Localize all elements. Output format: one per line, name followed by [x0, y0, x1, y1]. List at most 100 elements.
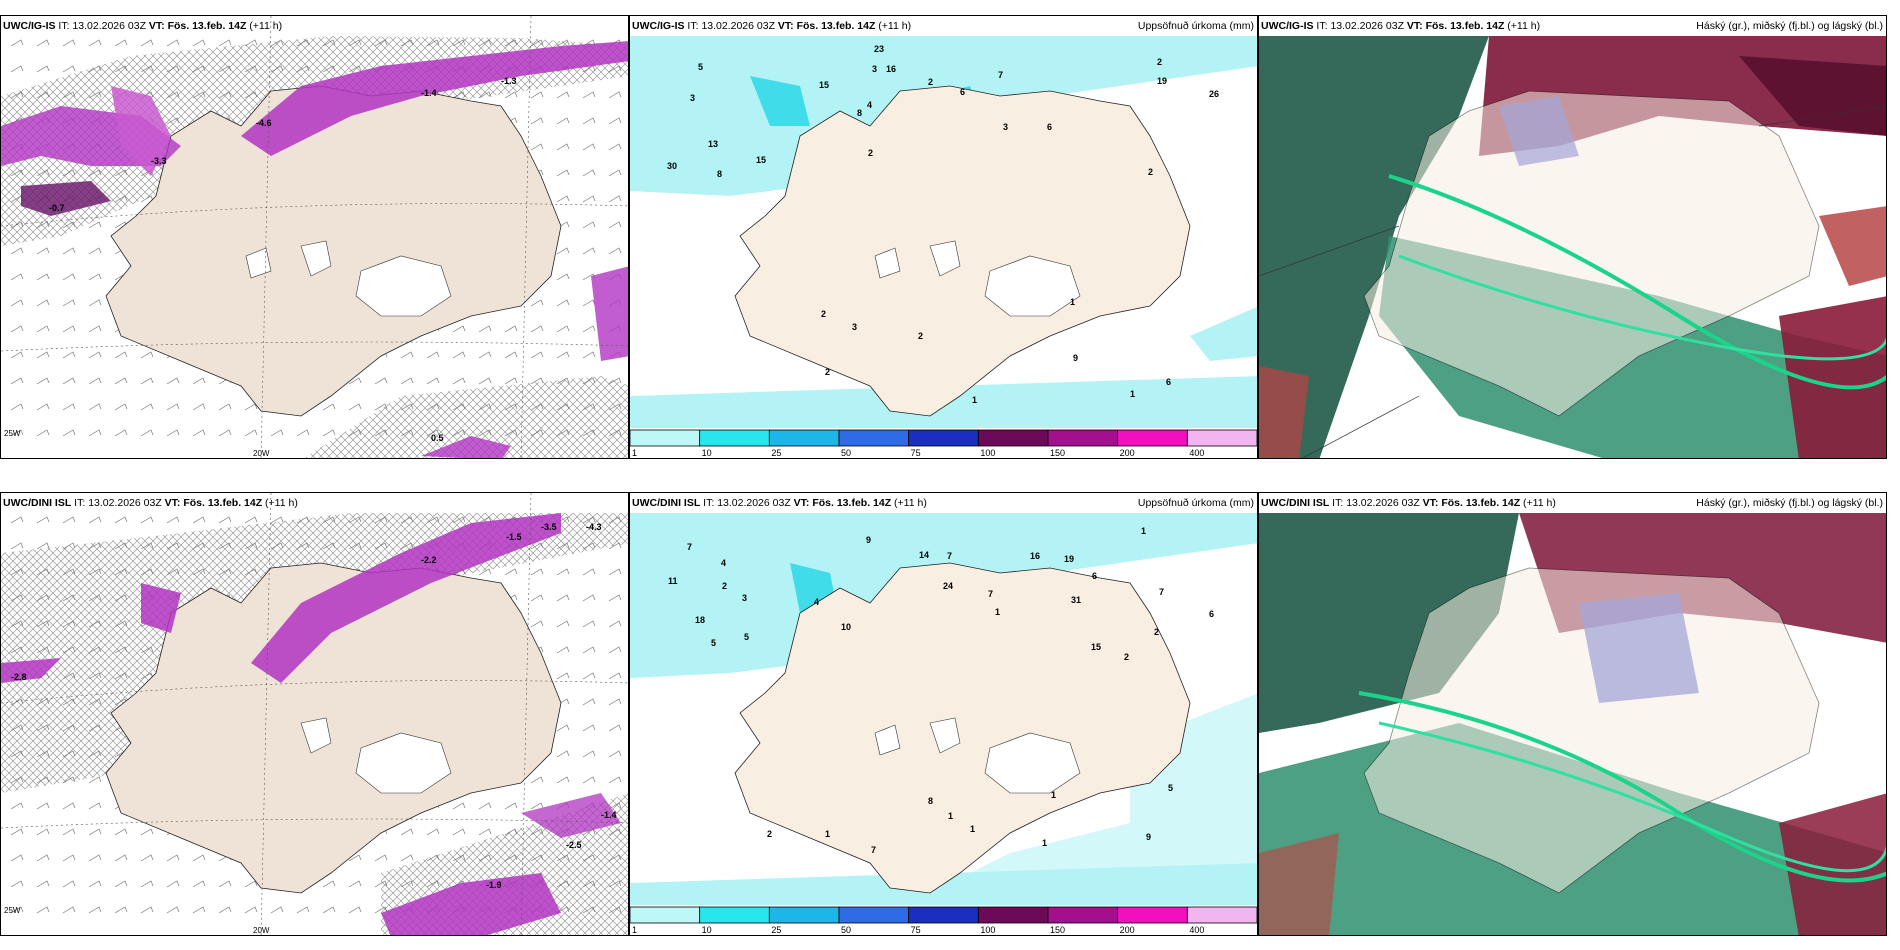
cloud-title: Háský (gr.), miðský (fj.bl.) og lágský (… — [1696, 20, 1883, 32]
colorbar-swatch — [1186, 906, 1257, 924]
colorbar-tick: 150 — [1050, 448, 1065, 458]
colorbar-tick: 200 — [1120, 448, 1135, 458]
precip-value-label: 1 — [948, 811, 953, 821]
colorbar-swatch — [1186, 429, 1257, 447]
cloud-panel-top: UWC/IG-IS IT: 13.02.2026 03Z VT: Fös. 13… — [1258, 15, 1887, 459]
iceland-land — [734, 562, 1191, 894]
colorbar-tick: 50 — [841, 448, 851, 458]
precip-value-label: 2 — [767, 829, 772, 839]
precip-value-label: 18 — [695, 615, 705, 625]
precip-value-label: 16 — [1030, 551, 1040, 561]
colorbar-tick: 1 — [632, 448, 637, 458]
precip-value-label: 3 — [742, 593, 747, 603]
panel-title: UWC/DINI ISL IT: 13.02.2026 03Z VT: Fös.… — [632, 497, 927, 509]
colorbar-swatch — [838, 429, 910, 447]
svg-text:-2.2: -2.2 — [421, 555, 437, 565]
colorbar-tick: 400 — [1189, 448, 1204, 458]
precip-value-label: 6 — [960, 87, 965, 97]
panel-title: UWC/IG-IS IT: 13.02.2026 03Z VT: Fös. 13… — [1261, 20, 1541, 32]
iceland-land — [105, 85, 562, 417]
precip-value-label: 11 — [668, 576, 678, 586]
colorbar-tick: 25 — [771, 448, 781, 458]
precip-value-label: 13 — [708, 139, 718, 149]
svg-text:-4.3: -4.3 — [586, 522, 602, 532]
svg-text:0.5: 0.5 — [431, 433, 444, 443]
svg-text:20W: 20W — [253, 449, 270, 458]
precip-value-label: 14 — [919, 550, 929, 560]
precip-value-label: 24 — [943, 581, 953, 591]
colorbar-swatch — [630, 429, 701, 447]
colorbar-tick: 25 — [771, 925, 781, 935]
panel-title: UWC/IG-IS IT: 13.02.2026 03Z VT: Fös. 13… — [3, 20, 283, 32]
svg-text:-3.3: -3.3 — [151, 156, 167, 166]
precip-value-label: 1 — [1051, 790, 1056, 800]
wind-temp-map: -2.8 -3.5 -4.3 -1.5 -2.2 -1.4 -2.5 -1.9 … — [1, 493, 628, 935]
precip-value-label: 2 — [825, 367, 830, 377]
precip-value-label: 2 — [1124, 652, 1129, 662]
colorbar-swatch — [630, 906, 701, 924]
svg-text:-1.9: -1.9 — [486, 880, 502, 890]
colorbar-swatch — [1117, 906, 1188, 924]
svg-text:20W: 20W — [253, 926, 270, 935]
cloud-panel-bottom: UWC/DINI ISL IT: 13.02.2026 03Z VT: Fös.… — [1258, 492, 1887, 936]
colorbar-swatch — [699, 429, 770, 447]
precip-value-label: 2 — [1148, 167, 1153, 177]
precip-value-label: 15 — [819, 80, 829, 90]
svg-text:-1.4: -1.4 — [601, 810, 617, 820]
precip-value-label: 8 — [928, 796, 933, 806]
precip-colorbar: 1 10 25 50 75 100 150 200 400 — [630, 428, 1257, 458]
colorbar-swatch — [768, 906, 840, 924]
colorbar-tick: 10 — [702, 925, 712, 935]
precip-value-label: 9 — [866, 535, 871, 545]
precip-value-label: 16 — [886, 64, 896, 74]
svg-text:25W: 25W — [4, 429, 21, 438]
precip-title: Uppsöfnuð úrkoma (mm) — [1137, 20, 1254, 32]
precip-value-label: 10 — [841, 622, 851, 632]
precip-value-label: 5 — [698, 62, 703, 72]
precip-value-label: 5 — [1168, 783, 1173, 793]
wind-temp-map: -0.7 -3.3 -4.6 -1.4 -1.3 0.5 20W 25W — [1, 16, 628, 458]
colorbar-swatch — [838, 906, 910, 924]
precip-value-label: 1 — [1141, 526, 1146, 536]
precip-value-label: 3 — [1003, 122, 1008, 132]
svg-text:25W: 25W — [4, 906, 21, 915]
precip-value-label: 19 — [1064, 554, 1074, 564]
wind-temp-panel-top: UWC/IG-IS IT: 13.02.2026 03Z VT: Fös. 13… — [0, 15, 629, 459]
colorbar-swatch — [977, 906, 1049, 924]
precip-value-label: 2 — [868, 148, 873, 158]
precip-value-label: 6 — [1209, 609, 1214, 619]
precip-value-label: 1 — [970, 824, 975, 834]
svg-text:-3.5: -3.5 — [541, 522, 557, 532]
colorbar-swatch — [768, 429, 840, 447]
precip-value-label: 7 — [871, 845, 876, 855]
colorbar-tick: 75 — [911, 448, 921, 458]
svg-text:-1.4: -1.4 — [421, 88, 437, 98]
iceland-land — [105, 562, 562, 894]
precip-panel-bottom: UWC/DINI ISL IT: 13.02.2026 03Z VT: Fös.… — [629, 492, 1258, 936]
precip-value-label: 7 — [687, 542, 692, 552]
precip-value-label: 5 — [711, 638, 716, 648]
colorbar-tick: 50 — [841, 925, 851, 935]
colorbar-tick: 10 — [702, 448, 712, 458]
precip-panel-top: UWC/IG-IS IT: 13.02.2026 03Z VT: Fös. 13… — [629, 15, 1258, 459]
colorbar-tick: 75 — [911, 925, 921, 935]
precip-value-label: 5 — [744, 632, 749, 642]
svg-text:-2.8: -2.8 — [11, 672, 27, 682]
precip-title: Uppsöfnuð úrkoma (mm) — [1137, 497, 1254, 509]
precip-value-label: 1 — [995, 607, 1000, 617]
precip-value-label: 26 — [1209, 89, 1219, 99]
precip-value-label: 2 — [1154, 627, 1159, 637]
precip-value-label: 1 — [1130, 389, 1135, 399]
colorbar-tick: 400 — [1189, 925, 1204, 935]
colorbar-tick: 150 — [1050, 925, 1065, 935]
precip-value-label: 2 — [918, 331, 923, 341]
panel-title: UWC/IG-IS IT: 13.02.2026 03Z VT: Fös. 13… — [632, 20, 912, 32]
colorbar-swatch — [699, 906, 770, 924]
precip-value-label: 15 — [1091, 642, 1101, 652]
cloud-title: Háský (gr.), miðský (fj.bl.) og lágský (… — [1696, 497, 1883, 509]
precip-value-label: 8 — [857, 108, 862, 118]
colorbar-swatch — [1047, 429, 1119, 447]
colorbar-swatch — [1047, 906, 1119, 924]
